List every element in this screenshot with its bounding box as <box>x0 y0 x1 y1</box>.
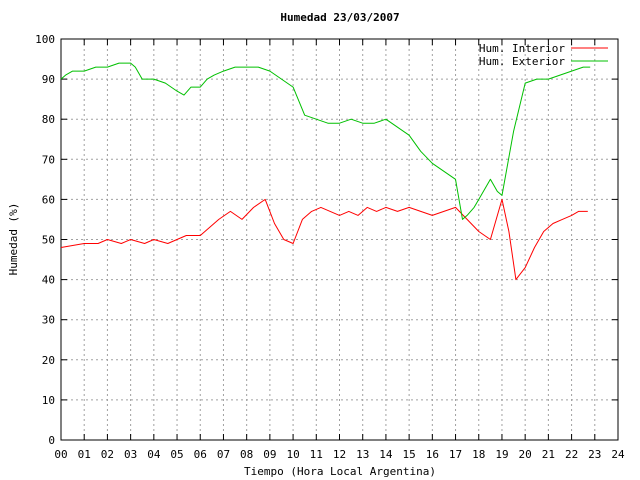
y-tick-label: 40 <box>42 274 55 287</box>
y-tick-label: 60 <box>42 193 55 206</box>
x-tick-label: 19 <box>495 448 508 461</box>
y-tick-label: 20 <box>42 354 55 367</box>
x-tick-label: 02 <box>101 448 114 461</box>
x-tick-label: 08 <box>240 448 253 461</box>
x-tick-label: 12 <box>333 448 346 461</box>
x-tick-label: 04 <box>147 448 161 461</box>
x-tick-label: 14 <box>379 448 393 461</box>
x-tick-label: 09 <box>263 448 276 461</box>
x-tick-label: 23 <box>588 448 601 461</box>
x-tick-label: 18 <box>472 448 485 461</box>
y-axis-label: Humedad (%) <box>7 203 20 276</box>
series-line-exterior <box>60 62 591 220</box>
y-tick-label: 0 <box>48 434 55 447</box>
chart-title: Humedad 23/03/2007 <box>280 11 399 24</box>
y-tick-label: 30 <box>42 314 55 327</box>
series-line-interior <box>60 198 588 281</box>
x-tick-label: 13 <box>356 448 369 461</box>
x-tick-label: 17 <box>449 448 462 461</box>
grid <box>61 39 618 440</box>
x-axis-label: Tiempo (Hora Local Argentina) <box>244 465 436 478</box>
y-axis: 0 10 20 30 40 50 60 70 80 90 100 <box>35 33 618 447</box>
x-tick-label: 06 <box>194 448 207 461</box>
x-tick-label: 21 <box>542 448 555 461</box>
x-tick-label: 07 <box>217 448 230 461</box>
series-layer <box>60 62 591 281</box>
y-tick-label: 100 <box>35 33 55 46</box>
x-axis: 00 01 02 03 04 05 06 07 08 09 10 11 12 13 14 15 16 17 18 19… <box>54 39 625 461</box>
x-tick-label: 22 <box>565 448 578 461</box>
x-tick-label: 16 <box>426 448 439 461</box>
legend-label: Hum. Exterior <box>479 55 565 68</box>
y-tick-label: 50 <box>42 234 55 247</box>
x-tick-label: 10 <box>286 448 299 461</box>
x-tick-label: 15 <box>403 448 416 461</box>
x-tick-label: 01 <box>78 448 91 461</box>
y-tick-label: 80 <box>42 113 55 126</box>
x-tick-label: 20 <box>519 448 532 461</box>
x-tick-label: 11 <box>310 448 323 461</box>
x-tick-label: 05 <box>170 448 183 461</box>
x-tick-label: 24 <box>611 448 625 461</box>
x-tick-label: 03 <box>124 448 137 461</box>
y-tick-label: 70 <box>42 153 55 166</box>
y-tick-label: 10 <box>42 394 55 407</box>
y-tick-label: 90 <box>42 73 55 86</box>
legend-label: Hum. Interior <box>479 42 565 55</box>
x-tick-label: 00 <box>54 448 67 461</box>
